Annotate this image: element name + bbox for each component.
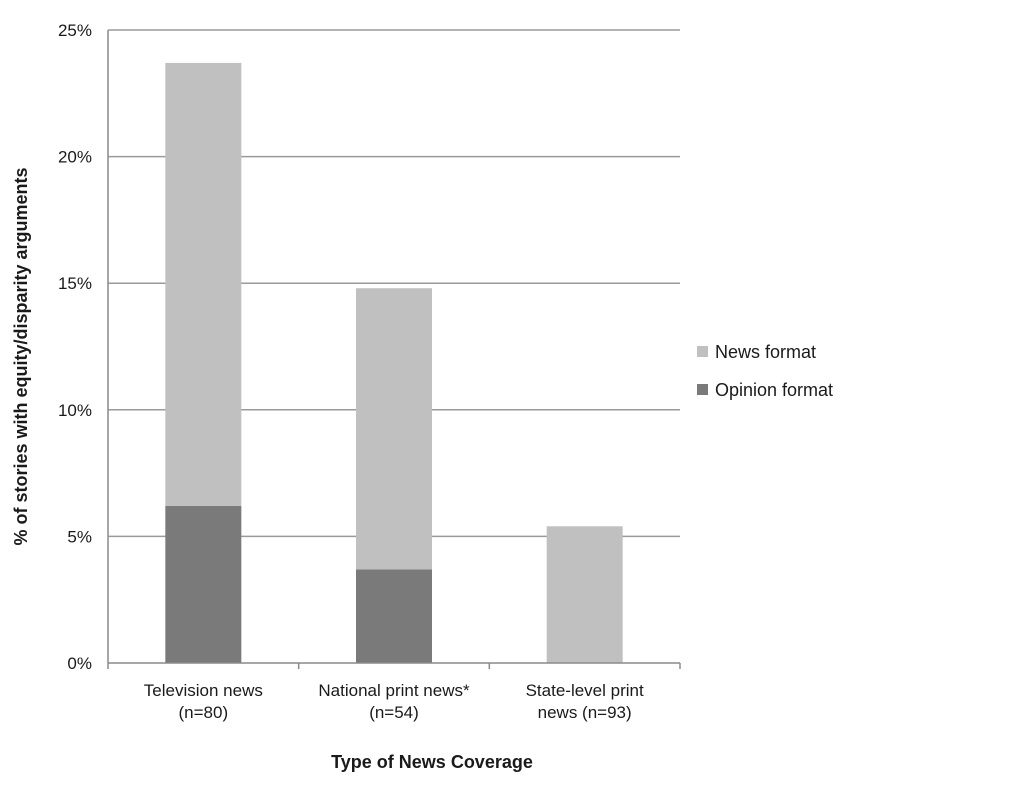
- legend-swatch-news-format: [697, 346, 708, 357]
- legend-item-opinion-format: Opinion format: [697, 380, 833, 400]
- legend-swatch-opinion-format: [697, 384, 708, 395]
- x-category-labels: Television news (n=80) National print news…: [144, 681, 644, 722]
- y-tick-label: 10%: [58, 401, 92, 420]
- x-category-label: State-level print news (n=93): [526, 681, 644, 722]
- y-tick-label: 25%: [58, 21, 92, 40]
- legend: News format Opinion format: [697, 342, 833, 400]
- bar-opinion-format-2: [356, 569, 432, 663]
- axes: [107, 30, 681, 669]
- y-tick-label: 15%: [58, 274, 92, 293]
- x-category-label: Television news (n=80): [144, 681, 263, 722]
- y-axis-title: % of stories with equity/disparity argum…: [11, 167, 31, 545]
- bar-news-format-1: [165, 62, 242, 507]
- y-tick-label: 5%: [67, 527, 92, 546]
- x-axis-title: Type of News Coverage: [331, 752, 533, 772]
- bars: [165, 62, 623, 663]
- x-category-label: National print news* (n=54): [318, 681, 470, 722]
- y-tick-label: 0%: [67, 654, 92, 673]
- bar-opinion-format-1: [165, 506, 242, 663]
- legend-label-opinion-format: Opinion format: [715, 380, 833, 400]
- bar-news-format-3: [546, 526, 623, 663]
- legend-label-news-format: News format: [715, 342, 816, 362]
- y-tick-labels: 0% 5% 10% 15% 20% 25%: [58, 21, 92, 673]
- bar-news-format-2: [356, 288, 432, 570]
- y-tick-label: 20%: [58, 148, 92, 167]
- legend-item-news-format: News format: [697, 342, 816, 362]
